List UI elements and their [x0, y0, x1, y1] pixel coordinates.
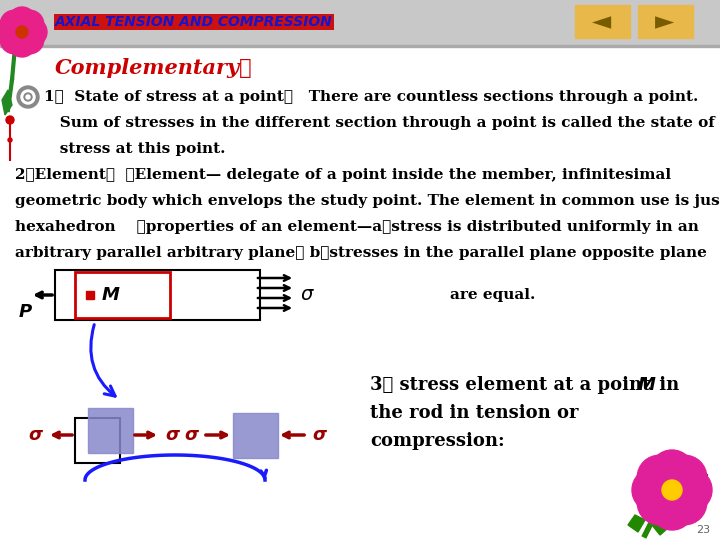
Circle shape: [24, 93, 32, 101]
Circle shape: [17, 86, 39, 108]
Circle shape: [662, 455, 707, 500]
Circle shape: [19, 18, 47, 46]
Text: σ: σ: [28, 426, 42, 444]
Text: P: P: [19, 303, 32, 321]
Text: 23: 23: [696, 525, 710, 535]
Circle shape: [668, 468, 712, 512]
Text: 3、 stress element at a point: 3、 stress element at a point: [370, 376, 657, 394]
Bar: [75, 272, 170, 318]
Circle shape: [16, 26, 44, 54]
Circle shape: [16, 26, 28, 38]
Circle shape: [8, 138, 12, 142]
Circle shape: [637, 455, 681, 500]
Bar: [0, 45, 720, 47]
Circle shape: [0, 10, 28, 38]
Bar: [233, 413, 278, 458]
Text: σ: σ: [165, 426, 179, 444]
Bar: [638, 5, 693, 38]
Text: ◄: ◄: [593, 10, 611, 34]
Circle shape: [0, 18, 25, 46]
Bar: [55, 270, 260, 320]
Text: Complementary：: Complementary：: [55, 58, 253, 78]
Text: the rod in tension or: the rod in tension or: [370, 404, 578, 422]
Circle shape: [650, 486, 694, 530]
Text: are equal.: are equal.: [450, 288, 536, 302]
Circle shape: [637, 481, 681, 525]
Polygon shape: [2, 90, 12, 115]
Circle shape: [662, 481, 707, 525]
FancyArrowPatch shape: [91, 325, 115, 396]
Bar: [88, 408, 133, 453]
Bar: [575, 5, 630, 38]
Text: hexahedron    ②properties of an element—a、stress is distributed uniformly in an: hexahedron ②properties of an element—a、s…: [15, 220, 699, 234]
Text: arbitrary parallel arbitrary plane； b、stresses in the parallel plane opposite pl: arbitrary parallel arbitrary plane； b、st…: [15, 246, 707, 260]
Text: σ: σ: [184, 426, 198, 444]
Text: ►: ►: [655, 10, 675, 34]
Text: geometric body which envelops the study point. The element in common use is just: geometric body which envelops the study …: [15, 194, 720, 208]
Text: σ: σ: [300, 286, 312, 305]
Circle shape: [6, 116, 14, 124]
Circle shape: [8, 7, 36, 35]
Text: 1、  State of stress at a point：   There are countless sections through a point.: 1、 State of stress at a point： There are…: [44, 90, 698, 104]
Circle shape: [8, 29, 36, 57]
Polygon shape: [652, 518, 668, 535]
Bar: [0, 0, 720, 45]
Circle shape: [650, 450, 694, 494]
Text: stress at this point.: stress at this point.: [44, 142, 225, 156]
Text: σ: σ: [312, 426, 326, 444]
Bar: [75, 418, 120, 463]
Text: Sum of stresses in the different section through a point is called the state of: Sum of stresses in the different section…: [44, 116, 715, 130]
Text: 2、Element：  ①Element— delegate of a point inside the member, infinitesimal: 2、Element： ①Element— delegate of a point…: [15, 168, 671, 182]
Circle shape: [662, 480, 682, 500]
Text: M: M: [638, 376, 656, 394]
Polygon shape: [628, 515, 645, 532]
Circle shape: [0, 26, 28, 54]
Circle shape: [21, 90, 35, 104]
Text: AXIAL TENSION AND COMPRESSION: AXIAL TENSION AND COMPRESSION: [55, 15, 333, 29]
Circle shape: [632, 468, 676, 512]
Text: M: M: [102, 286, 120, 304]
Text: in: in: [653, 376, 679, 394]
Circle shape: [16, 10, 44, 38]
Text: compression:: compression:: [370, 432, 505, 450]
Bar: [86, 291, 94, 299]
Circle shape: [26, 95, 30, 99]
